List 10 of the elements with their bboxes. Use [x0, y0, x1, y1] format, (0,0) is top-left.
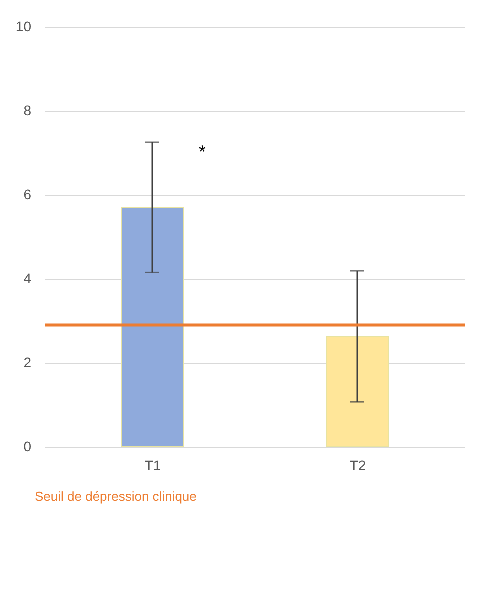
x-tick-label: T1: [144, 458, 162, 474]
annotation: *: [198, 142, 206, 162]
y-tick-label: 4: [24, 270, 32, 286]
y-tick-label: 6: [24, 186, 32, 202]
y-tick-label: 0: [24, 438, 32, 454]
ref-line-label: Seuil de dépression clinique: [35, 489, 197, 504]
y-tick-label: 8: [24, 102, 32, 118]
x-tick-label: T2: [350, 458, 366, 474]
y-tick-label: 10: [16, 18, 32, 34]
y-tick-label: 2: [24, 354, 32, 370]
